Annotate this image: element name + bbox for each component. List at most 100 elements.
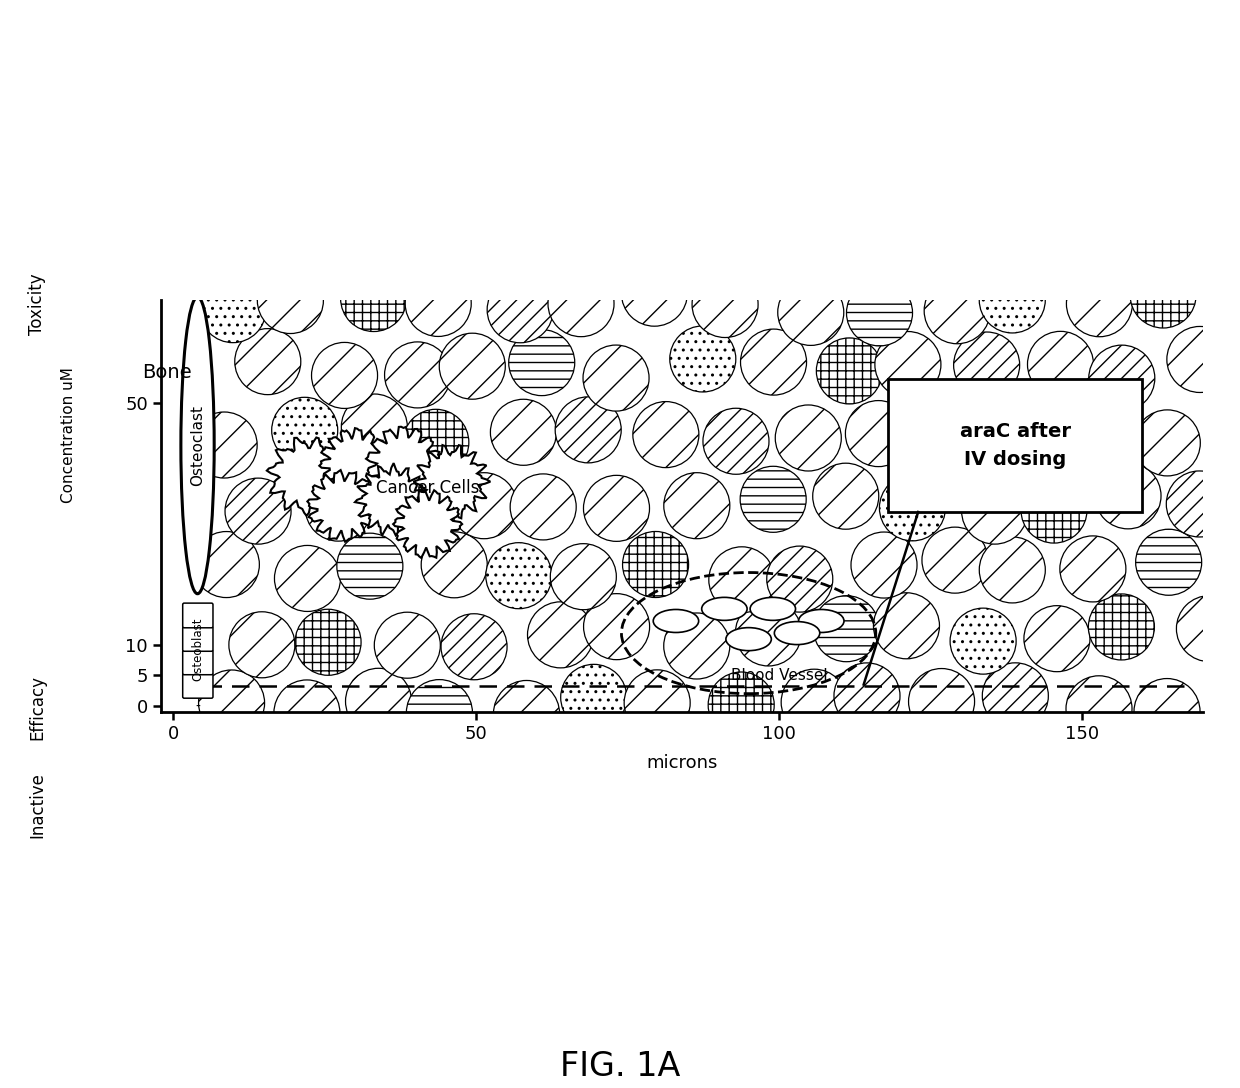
Circle shape	[847, 280, 913, 346]
Circle shape	[486, 543, 552, 608]
Circle shape	[622, 531, 688, 597]
Circle shape	[1028, 332, 1094, 397]
Circle shape	[781, 669, 847, 735]
Circle shape	[621, 260, 687, 326]
Circle shape	[487, 276, 553, 343]
Circle shape	[1135, 410, 1200, 475]
Circle shape	[816, 338, 883, 404]
Circle shape	[1054, 393, 1121, 459]
Polygon shape	[413, 445, 490, 518]
Circle shape	[777, 280, 843, 345]
Circle shape	[812, 463, 879, 529]
Circle shape	[775, 405, 841, 471]
Circle shape	[510, 474, 577, 540]
Circle shape	[624, 670, 691, 735]
Text: Inactive: Inactive	[29, 772, 46, 838]
Ellipse shape	[799, 609, 844, 632]
Circle shape	[1024, 606, 1090, 671]
Text: Osteoblast: Osteoblast	[191, 618, 205, 681]
Circle shape	[766, 546, 833, 613]
Circle shape	[527, 602, 594, 668]
Polygon shape	[393, 491, 463, 558]
Circle shape	[663, 613, 730, 679]
Circle shape	[1066, 271, 1132, 336]
Circle shape	[229, 611, 295, 678]
Circle shape	[560, 665, 626, 730]
Polygon shape	[366, 426, 440, 500]
Ellipse shape	[750, 597, 796, 620]
Circle shape	[923, 527, 988, 593]
Circle shape	[813, 596, 879, 662]
Circle shape	[873, 593, 940, 659]
Circle shape	[950, 608, 1016, 675]
Circle shape	[924, 277, 991, 344]
Circle shape	[346, 668, 412, 734]
Circle shape	[258, 268, 324, 334]
Circle shape	[422, 532, 487, 597]
FancyBboxPatch shape	[182, 603, 213, 628]
Circle shape	[663, 472, 730, 539]
Circle shape	[224, 478, 291, 544]
Circle shape	[980, 536, 1045, 603]
Circle shape	[703, 408, 769, 474]
Circle shape	[1021, 477, 1087, 543]
Circle shape	[556, 397, 621, 462]
Circle shape	[451, 472, 517, 539]
Circle shape	[918, 398, 983, 465]
Text: Efficacy: Efficacy	[29, 675, 46, 740]
Circle shape	[1135, 679, 1200, 744]
Circle shape	[735, 599, 801, 666]
Circle shape	[234, 329, 301, 395]
Text: Toxicity: Toxicity	[29, 274, 46, 335]
Circle shape	[851, 532, 918, 598]
Ellipse shape	[653, 609, 698, 632]
Ellipse shape	[181, 297, 215, 594]
Circle shape	[405, 271, 471, 336]
Text: -: -	[196, 700, 201, 714]
Circle shape	[311, 343, 377, 408]
Ellipse shape	[774, 621, 820, 644]
Circle shape	[1089, 594, 1154, 660]
Circle shape	[191, 412, 257, 478]
Circle shape	[374, 613, 440, 678]
FancyBboxPatch shape	[182, 673, 213, 698]
Circle shape	[1130, 262, 1197, 327]
Circle shape	[341, 265, 407, 332]
Circle shape	[551, 544, 616, 609]
Text: araC after
IV dosing: araC after IV dosing	[960, 422, 1070, 469]
Circle shape	[274, 545, 341, 611]
Circle shape	[272, 397, 337, 463]
Circle shape	[341, 394, 408, 460]
Circle shape	[875, 332, 941, 397]
Circle shape	[709, 547, 775, 613]
Circle shape	[980, 267, 1045, 333]
Circle shape	[508, 330, 575, 396]
Circle shape	[200, 276, 265, 343]
Circle shape	[584, 594, 650, 659]
Text: Bone: Bone	[143, 363, 192, 382]
Circle shape	[632, 401, 699, 468]
Circle shape	[740, 329, 806, 395]
Text: Cancer Cells: Cancer Cells	[376, 479, 480, 497]
Bar	[888, 379, 1142, 512]
Text: Osteoclast: Osteoclast	[190, 405, 205, 486]
Circle shape	[439, 333, 505, 399]
Circle shape	[835, 663, 900, 729]
Circle shape	[198, 670, 264, 735]
Circle shape	[1136, 529, 1202, 595]
Circle shape	[490, 399, 557, 466]
Text: Blood Vessel: Blood Vessel	[730, 668, 827, 683]
Circle shape	[670, 326, 735, 392]
Circle shape	[1066, 676, 1132, 742]
Circle shape	[295, 609, 361, 676]
FancyBboxPatch shape	[182, 627, 213, 652]
Circle shape	[1167, 471, 1233, 537]
Circle shape	[384, 342, 450, 408]
Circle shape	[909, 668, 975, 734]
Circle shape	[740, 467, 806, 532]
Circle shape	[337, 533, 403, 599]
X-axis label: microns: microns	[646, 754, 718, 772]
Circle shape	[982, 663, 1048, 729]
Circle shape	[1060, 536, 1126, 602]
Circle shape	[954, 332, 1019, 398]
